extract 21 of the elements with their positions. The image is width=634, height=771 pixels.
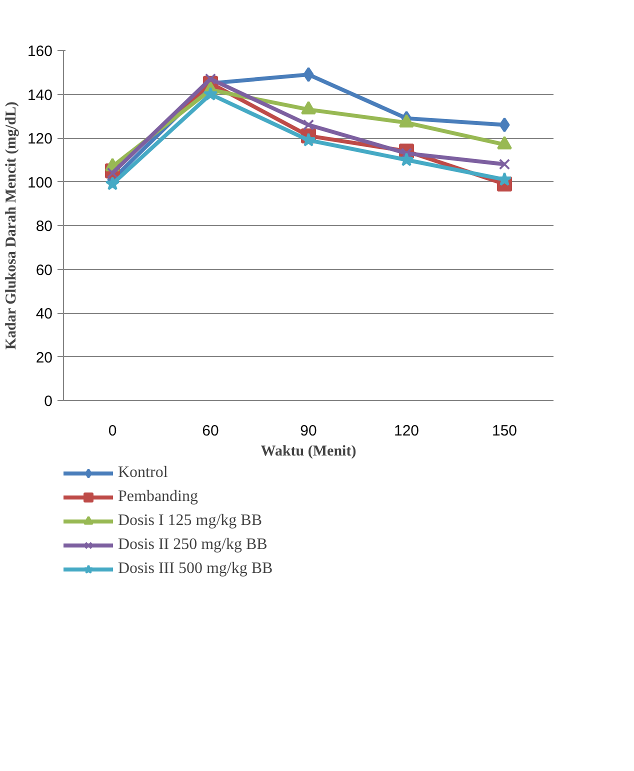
legend-label: Dosis II 250 mg/kg BB [118, 536, 268, 554]
y-tick-label: 100 [27, 174, 53, 192]
y-tick-label: 40 [36, 306, 53, 322]
y-tick-label: 0 [44, 393, 52, 410]
y-tick-label: 140 [27, 86, 53, 104]
legend-label: Kontrol [118, 464, 168, 482]
legend-label: Dosis I 125 mg/kg BB [118, 512, 262, 530]
x-tick-label: 90 [300, 422, 317, 440]
x-axis-title: Waktu (Menit) [260, 444, 356, 460]
x-tick-label: 60 [202, 422, 219, 440]
y-tick-label: 160 [27, 43, 53, 60]
y-tick-label: 80 [36, 218, 53, 235]
y-axis-title: Kadar Glukosa Darah Mencit (mg/dL) [3, 102, 20, 350]
y-tick-label: 60 [36, 262, 53, 279]
y-tick-label: 120 [27, 130, 53, 148]
x-tick-label: 150 [492, 422, 518, 440]
y-tick-label: 20 [36, 349, 53, 366]
legend-label: Pembanding [118, 488, 198, 506]
legend-label: Dosis III 500 mg/kg BB [118, 560, 273, 578]
x-tick-label: 0 [108, 422, 117, 440]
x-tick-label: 120 [394, 422, 420, 440]
